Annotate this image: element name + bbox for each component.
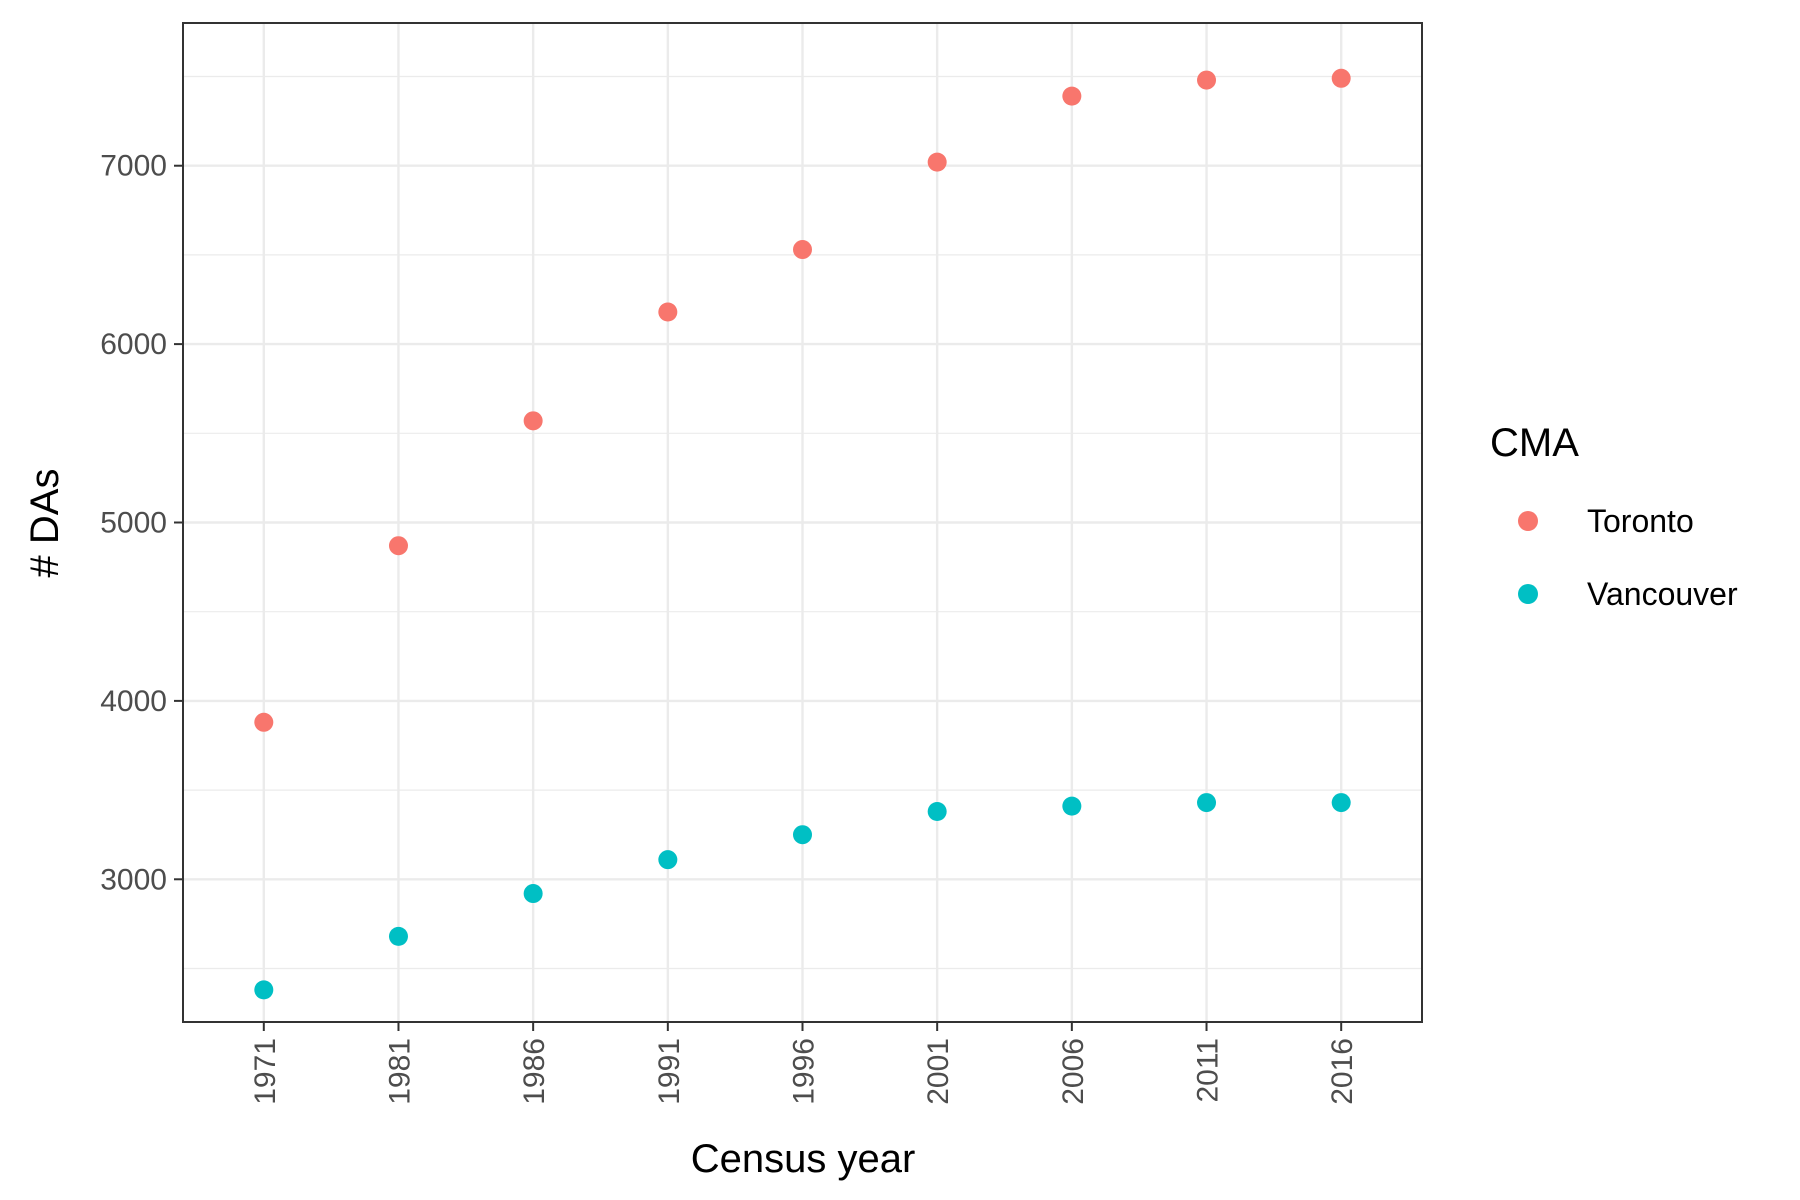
point-toronto <box>1062 86 1082 106</box>
point-toronto <box>927 152 947 172</box>
x-axis-title: Census year <box>691 1137 916 1181</box>
point-vancouver <box>658 850 678 870</box>
point-vancouver <box>388 926 408 946</box>
point-vancouver <box>1062 796 1082 816</box>
y-axis: 3000 4000 5000 6000 7000 <box>100 150 183 896</box>
x-tick-label: 1996 <box>788 1038 821 1105</box>
legend-label-toronto: Toronto <box>1587 503 1694 539</box>
point-vancouver <box>1331 793 1351 813</box>
y-tick-label: 3000 <box>100 863 167 896</box>
legend: CMA Toronto Vancouver <box>1490 421 1738 612</box>
point-toronto <box>388 536 408 556</box>
point-vancouver <box>793 825 812 845</box>
x-tick-label: 1981 <box>383 1038 416 1105</box>
x-tick-label: 1986 <box>518 1038 551 1105</box>
point-toronto <box>1197 70 1217 90</box>
data-points <box>254 68 1351 1000</box>
grid-major <box>183 23 1422 1022</box>
x-tick-label: 2001 <box>922 1038 955 1105</box>
x-tick-label: 1991 <box>653 1038 686 1105</box>
point-vancouver <box>1197 793 1217 813</box>
y-tick-label: 5000 <box>100 507 167 540</box>
point-toronto <box>254 712 274 732</box>
y-axis-title: # DAs <box>23 469 67 578</box>
point-vancouver <box>523 884 543 904</box>
legend-key-toronto <box>1518 511 1538 531</box>
y-tick-label: 6000 <box>100 328 167 361</box>
point-vancouver <box>254 980 274 1000</box>
x-axis: 1971 1981 1986 1991 1996 2001 2006 2011 2016 <box>249 1022 1359 1105</box>
x-tick-label: 2016 <box>1326 1038 1359 1105</box>
point-toronto <box>1331 68 1351 88</box>
y-tick-label: 4000 <box>100 685 167 718</box>
x-tick-label: 2011 <box>1192 1038 1225 1103</box>
point-toronto <box>658 302 678 322</box>
legend-key-vancouver <box>1518 584 1538 604</box>
point-vancouver <box>927 801 947 821</box>
x-tick-label: 1971 <box>249 1038 282 1105</box>
y-tick-label: 7000 <box>100 150 167 183</box>
point-toronto <box>523 411 543 431</box>
legend-label-vancouver: Vancouver <box>1587 576 1738 612</box>
x-tick-label: 2006 <box>1057 1038 1090 1105</box>
point-toronto <box>793 240 812 260</box>
legend-title: CMA <box>1490 421 1579 465</box>
